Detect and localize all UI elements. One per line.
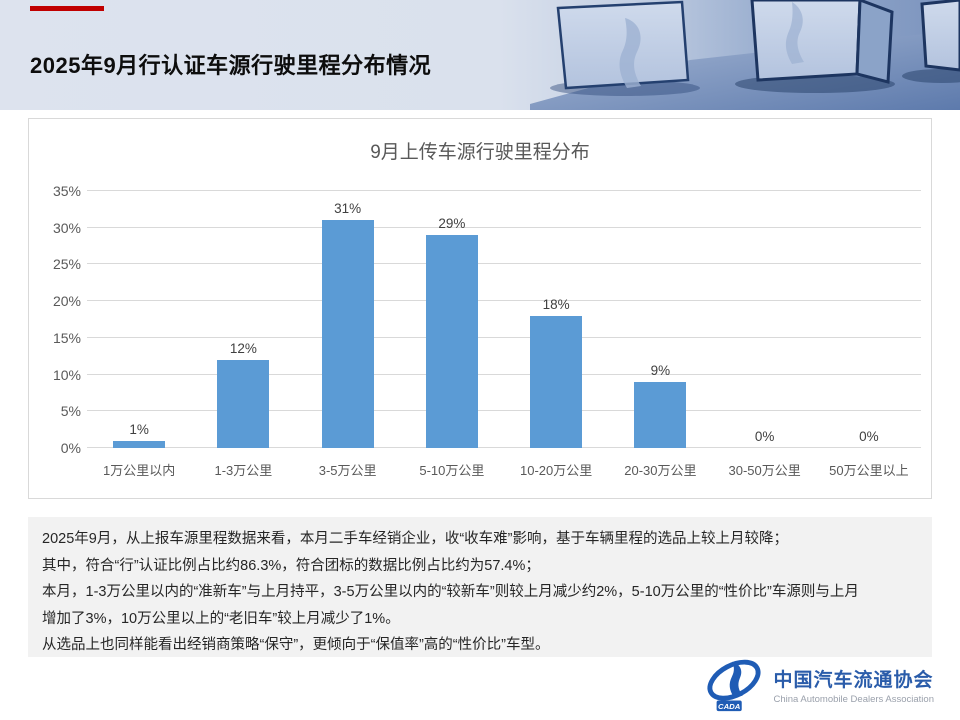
chart-title: 9月上传车源行驶里程分布 [370, 142, 590, 163]
bar-slot: 0% [713, 191, 817, 448]
gridline [87, 336, 921, 338]
x-tick-label: 1万公里以内 [103, 463, 176, 478]
summary-line: 2025年9月，从上报车源里程数据来看，本月二手车经销企业，收“收车难”影响，基… [42, 531, 788, 547]
bar-slot: 31% [296, 191, 400, 448]
bar-value-label: 12% [229, 340, 257, 356]
gridline [87, 373, 921, 375]
bar [634, 381, 687, 448]
cubes-photo-decoration [530, 0, 960, 110]
bar-value-label: 9% [650, 362, 671, 378]
bar [425, 235, 478, 448]
cada-emblem-icon: CADA [707, 659, 761, 711]
gridline [87, 226, 921, 228]
org-name-zh: 中国汽车流通协会 [773, 670, 934, 691]
x-tick-label: 10-20万公里 [520, 463, 593, 478]
x-tick-label: 3-5万公里 [318, 463, 377, 478]
bar-value-label: 1% [129, 421, 149, 437]
y-tick-label: 0% [60, 440, 81, 456]
red-accent-bar [30, 6, 104, 11]
org-name-en: China Automobile Dealers Association [773, 694, 934, 705]
bar-slot: 29% [400, 191, 504, 448]
bar [113, 440, 166, 448]
bar-value-label: 0% [754, 429, 775, 444]
cada-logo: CADA 中国汽车流通协会 China Automobile Dealers A… [703, 656, 934, 714]
x-tick-label: 20-30万公里 [624, 463, 697, 478]
y-tick-label: 5% [60, 403, 81, 420]
bar-slot: 18% [504, 191, 608, 448]
gridline [87, 410, 921, 412]
gridline [87, 447, 921, 448]
x-tick-label: 5-10万公里 [419, 463, 485, 478]
map-texture [619, 18, 641, 88]
bar [321, 220, 374, 448]
summary-line: 从选品上也同样能看出经销商策略“保守”，更倾向于“保值率”高的“性价比”车型。 [42, 637, 550, 653]
x-tick-label: 1-3万公里 [214, 463, 273, 478]
gridline [87, 300, 921, 302]
bars-container: 1% 12% 31% 29% 18% 9% 0% 0% [87, 191, 921, 448]
bar-value-label: 0% [859, 429, 879, 444]
bar-slot: 12% [191, 191, 295, 448]
bar-value-label: 18% [542, 296, 570, 312]
y-tick-label: 30% [52, 219, 81, 236]
gridline [87, 190, 921, 191]
y-tick-label: 10% [52, 366, 81, 383]
y-tick-label: 35% [52, 183, 81, 199]
cada-acronym: CADA [718, 702, 741, 711]
summary-line: 其中，符合“行”认证比例占比约86.3%，符合团标的数据比例占比约为57.4%； [42, 557, 540, 574]
x-tick-label: 30-50万公里 [728, 463, 801, 478]
summary-line: 本月，1-3万公里以内的“准新车”与上月持平，3-5万公里以内的“较新车”则较上… [42, 584, 859, 600]
x-tick-label: 50万公里以上 [829, 463, 909, 478]
y-tick-label: 20% [52, 293, 81, 310]
bar [530, 315, 583, 448]
y-axis-labels: 0% 5% 10% 15% 20% 25% 30% 35% [37, 183, 81, 456]
page-title: 2025年9月行认证车源行驶里程分布情况 [30, 53, 432, 78]
y-tick-label: 15% [52, 329, 81, 346]
bar-slot: 0% [817, 191, 921, 448]
chart-panel: 9月上传车源行驶里程分布 0% 5% 10% 15% 20% 25% 30% 35% 1% 12… [28, 118, 932, 499]
x-axis-labels: 1万公里以内 1-3万公里 3-5万公里 5-10万公里 10-20万公里 20-30万公… [87, 460, 921, 479]
summary-line: 增加了3%，10万公里以上的“老旧车”较上月减少了1%。 [42, 610, 400, 627]
gridline [87, 263, 921, 265]
bar [217, 359, 270, 448]
summary-panel: 2025年9月，从上报车源里程数据来看，本月二手车经销企业，收“收车难”影响，基… [28, 517, 932, 657]
y-tick-label: 25% [52, 256, 81, 273]
bar-slot: 9% [608, 191, 712, 448]
bar-value-label: 29% [438, 216, 466, 232]
bar-slot: 1% [87, 191, 191, 448]
header: 2025年9月行认证车源行驶里程分布情况 [0, 0, 960, 110]
plot-area: 1% 12% 31% 29% 18% 9% 0% 0% [87, 190, 921, 448]
bar-value-label: 31% [334, 201, 362, 217]
